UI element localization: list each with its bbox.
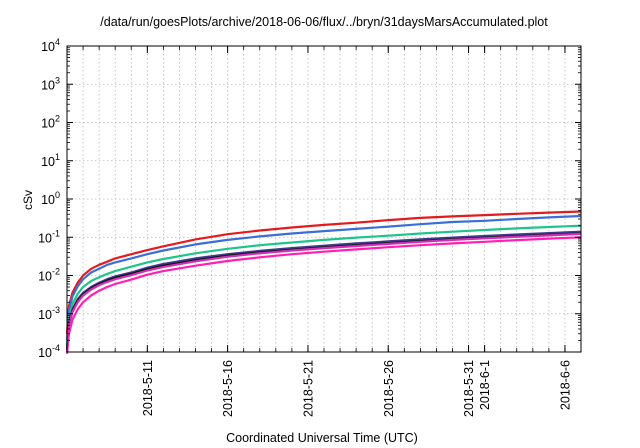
x-tick-label: 2018-5-11	[141, 360, 155, 416]
y-tick-label: 100	[41, 190, 60, 207]
grid-lines	[67, 46, 581, 352]
series-line	[65, 210, 582, 334]
x-tick-label: 2018-5-21	[301, 360, 315, 417]
x-axis-label: Coordinated Universal Time (UTC)	[226, 431, 418, 445]
y-tick-label: 10-4	[38, 343, 60, 360]
series-line	[65, 214, 582, 341]
y-tick-label: 101	[41, 152, 60, 169]
x-tick-label: 2018-5-31	[462, 360, 476, 417]
y-axis: 10-4 10-3 10-2 10-1 100 101 102 103 104	[38, 37, 581, 360]
series-line	[65, 224, 582, 346]
y-tick-label: 104	[41, 37, 60, 54]
x-tick-label: 2018-5-16	[221, 360, 235, 417]
series-line	[65, 230, 582, 350]
y-tick-label: 103	[41, 75, 60, 92]
y-tick-label: 10-1	[38, 228, 60, 245]
series-line	[65, 236, 582, 353]
y-tick-label: 10-2	[38, 267, 60, 284]
y-axis-label: cSv	[21, 190, 35, 210]
x-tick-label: 2018-6-1	[478, 360, 492, 410]
x-tick-label: 2018-5-26	[382, 360, 396, 417]
chart-title: /data/run/goesPlots/archive/2018-06-06/f…	[100, 15, 548, 29]
y-tick-label: 10-3	[38, 305, 60, 322]
series-group	[65, 210, 582, 354]
x-tick-label: 2018-6-6	[558, 360, 572, 410]
series-line	[65, 232, 582, 354]
y-tick-label: 102	[41, 114, 60, 131]
x-axis: 2018-5-11 2018-5-16 2018-5-21 2018-5-26 2018…	[82, 46, 572, 417]
